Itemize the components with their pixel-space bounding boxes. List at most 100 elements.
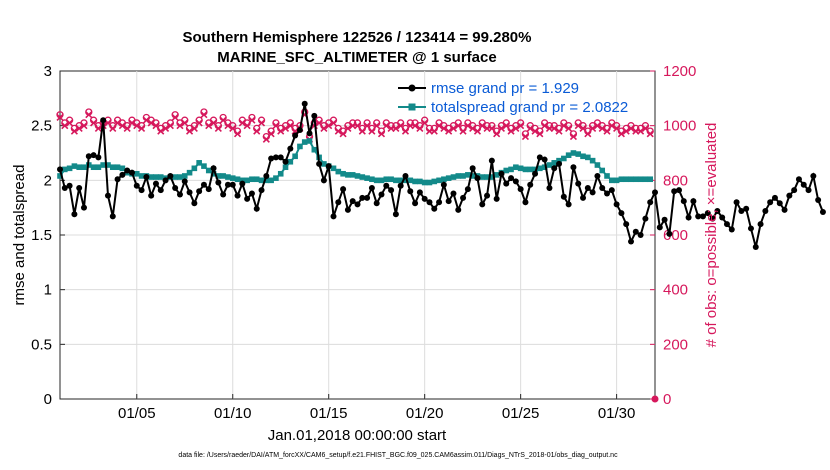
evaluated-obs-stroke [56,113,64,122]
rmse-marker [344,206,351,213]
totalspread-marker [61,166,68,173]
totalspread-marker [609,177,615,184]
evaluated-obs-marker [517,122,525,130]
evaluated-obs-marker [267,130,275,138]
rmse-marker [690,198,697,205]
rmse-marker [340,186,347,193]
legend-spread-label: totalspread grand pr = 2.0822 [431,99,628,116]
x-tick-label: 01/20 [406,405,444,422]
rmse-marker [71,211,78,218]
rmse-marker [402,172,409,179]
evaluated-obs-stroke [536,130,544,138]
rmse-marker [383,182,390,189]
rmse-marker [316,160,323,167]
evaluated-obs-stroke [80,122,88,130]
rmse-marker [532,170,539,177]
rmse-marker [594,172,601,179]
evaluated-obs-marker [339,130,347,138]
y-tick-label: 3 [44,63,52,80]
totalspread-marker [105,162,111,168]
evaluated-obs-marker [325,122,333,130]
evaluated-obs-stroke [286,122,294,130]
evaluated-obs-stroke [209,119,218,127]
rmse-marker [100,117,107,124]
rmse-marker [282,158,289,165]
rmse-marker [771,194,778,201]
evaluated-obs-marker [109,124,117,132]
totalspread-marker [637,176,644,183]
evaluated-obs-stroke [560,122,568,130]
evaluated-obs-stroke [190,124,198,132]
rmse-marker [795,176,802,183]
evaluated-obs-stroke [569,133,577,141]
rmse-marker [359,194,366,201]
totalspread-marker [244,177,250,184]
rmse-marker [628,238,635,245]
right-y-axis: 0 200 400 600 800 1000 1200 [650,63,696,408]
evaluated-obs-marker [195,119,203,127]
evaluated-obs-marker [75,124,83,132]
evaluated-obs-marker [550,124,558,132]
rmse-marker [656,224,663,231]
legend-rmse-label: rmse grand pr = 1.929 [431,80,579,97]
totalspread-marker [301,139,308,145]
evaluated-obs-marker [397,122,405,130]
evaluated-obs-stroke [75,124,83,132]
legend-rmse-marker [408,84,416,92]
evaluated-obs-stroke [526,124,534,132]
rmse-marker [378,191,385,198]
evaluated-obs-stroke [181,119,189,127]
rmse-marker [608,187,615,194]
totalspread-marker [335,168,342,175]
totalspread-marker [239,177,246,184]
evaluated-obs-marker [80,122,88,130]
rmse-marker [114,176,121,183]
left-y-axis: 0 0.5 1 1.5 2 2.5 3 [31,63,65,408]
evaluated-obs-marker [286,122,294,130]
rmse-marker [138,187,145,194]
evaluated-obs-stroke [377,130,386,138]
evaluated-obs-stroke [214,124,222,132]
rmse-marker [541,156,548,163]
evaluated-obs-marker [61,122,69,130]
evaluated-obs-marker [401,127,410,135]
rmse-marker [647,199,654,206]
y2-tick-label: 600 [663,227,688,244]
evaluated-obs-marker [70,127,78,135]
rmse-marker [479,201,486,208]
evaluated-obs-marker [445,127,453,135]
evaluated-obs-marker [358,127,366,135]
evaluated-obs-stroke [344,124,352,132]
totalspread-marker [623,176,630,183]
totalspread-marker [277,170,284,177]
evaluated-obs-stroke [142,116,150,124]
evaluated-obs-marker [66,119,74,127]
rmse-marker [723,221,730,228]
y2-origin-marker [651,395,659,403]
totalspread-marker [263,177,270,184]
rmse-marker [354,201,361,208]
evaluated-obs-marker [598,124,606,132]
totalspread-marker [95,164,102,171]
evaluated-obs-marker [617,130,625,138]
rmse-marker [527,181,534,188]
totalspread-marker [234,176,241,183]
rmse-marker [124,167,131,174]
totalspread-marker [369,176,375,183]
evaluated-obs-stroke [421,119,429,127]
rmse-marker [373,200,380,207]
totalspread-marker [292,153,298,160]
evaluated-obs-marker [459,127,467,135]
evaluated-obs-marker [440,124,448,132]
totalspread-marker [628,176,634,183]
evaluated-obs-marker [190,124,198,132]
evaluated-obs-marker [147,119,155,127]
totalspread-marker [599,167,606,174]
evaluated-obs-stroke [473,127,482,135]
rmse-marker [709,215,716,222]
evaluated-obs-marker [200,111,208,119]
rmse-marker [728,226,735,233]
evaluated-obs-stroke [257,119,266,127]
rmse-marker [762,207,769,214]
evaluated-obs-marker [531,127,539,135]
